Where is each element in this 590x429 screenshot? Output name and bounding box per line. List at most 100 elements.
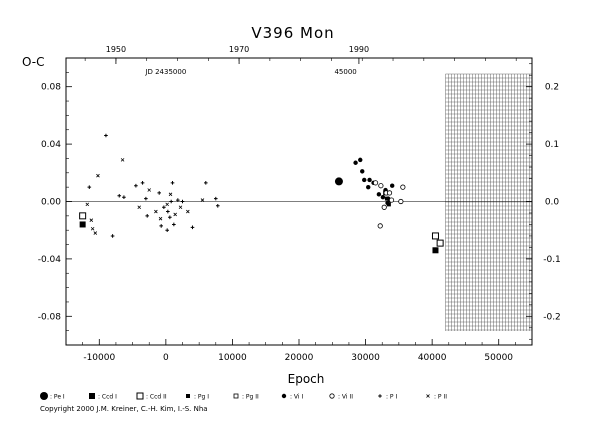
x-axis-label: Epoch (288, 372, 325, 386)
data-point-vi-ii (386, 190, 393, 196)
marker-shape (200, 198, 205, 202)
marker-shape (213, 196, 218, 201)
marker-shape (79, 212, 87, 220)
marker-shape (168, 215, 172, 220)
x-tick-label: -10000 (83, 353, 115, 363)
marker-shape (431, 232, 439, 240)
chart-title: V396 Mon (251, 24, 334, 42)
marker-shape (90, 226, 95, 231)
y-tick-label: -0.04 (38, 255, 62, 265)
marker-shape (134, 183, 138, 188)
data-point-ccd-i (79, 221, 86, 228)
data-point-p-ii (168, 192, 173, 197)
marker-shape (178, 205, 183, 210)
marker-shape (169, 199, 173, 204)
legend-item-vi-ii: : Vi II (329, 393, 353, 401)
marker-shape (173, 212, 177, 217)
x-tick-label: 0 (163, 353, 169, 363)
x-tick-label: 20000 (285, 353, 314, 363)
marker-shape (190, 225, 195, 230)
marker-shape (180, 199, 185, 204)
data-point-p-i (172, 222, 176, 227)
legend-label: : Ccd I (98, 394, 117, 401)
marker-shape (215, 204, 220, 208)
marker-shape (168, 192, 173, 197)
legend-marker (233, 393, 239, 399)
data-point-vi-ii (388, 197, 395, 203)
data-point-vi-ii (372, 180, 379, 186)
data-point-p-i (170, 181, 175, 185)
data-point-p-ii (85, 202, 90, 207)
marker-shape (145, 214, 150, 218)
data-point-vi-ii (378, 183, 384, 189)
marker-shape (377, 223, 383, 229)
marker-shape (137, 205, 142, 210)
data-point-p-ii (154, 209, 158, 214)
marker-shape (385, 200, 390, 206)
data-point-p-i (204, 181, 208, 185)
legend-marker (281, 393, 287, 399)
marker-shape (360, 169, 365, 174)
data-point-p-i (215, 204, 220, 208)
data-point-p-ii (96, 173, 100, 178)
marker-shape (353, 160, 358, 165)
marker-shape (122, 195, 126, 199)
marker-shape (140, 181, 145, 185)
marker-shape (40, 392, 48, 400)
data-point-p-i (157, 191, 161, 195)
data-point-p-ii (178, 205, 183, 210)
copyright-text: Copyright 2000 J.M. Kreiner, C.-H. Kim, … (40, 405, 208, 413)
data-points (79, 133, 444, 254)
data-point-vi-i (366, 184, 371, 190)
legend-marker (426, 394, 430, 398)
data-point-p-i (110, 234, 115, 238)
marker-shape (380, 194, 386, 200)
legend-item-pg-ii: : Pg II (233, 393, 259, 401)
top-year-label: 1970 (229, 45, 249, 54)
marker-shape (79, 221, 86, 228)
legend-item-p-i: : P I (378, 394, 397, 401)
data-point-p-ii (186, 209, 190, 214)
legend-item-pg-i: : Pg I (186, 394, 209, 401)
marker-shape (372, 180, 379, 186)
marker-shape (93, 231, 98, 235)
x-tick-label: 30000 (351, 353, 380, 363)
marker-shape (104, 133, 108, 138)
marker-shape (165, 202, 169, 207)
marker-shape (120, 158, 125, 162)
marker-shape (144, 196, 148, 201)
data-point-p-i (180, 199, 185, 204)
y-tick-label: 0.04 (41, 140, 61, 150)
top-year-label: 1990 (349, 45, 369, 54)
top-year-label: 1950 (106, 45, 126, 54)
marker-shape (165, 228, 169, 232)
marker-shape (176, 198, 180, 202)
data-point-vi-ii (377, 223, 383, 229)
marker-shape (158, 216, 163, 221)
legend-marker (329, 393, 335, 399)
marker-shape (85, 202, 90, 207)
marker-shape (367, 177, 372, 183)
marker-shape (170, 181, 175, 185)
legend-marker (378, 394, 382, 398)
legend-item-ccd-i: : Ccd I (89, 393, 117, 401)
marker-shape (204, 181, 208, 185)
x-tick-label: 50000 (484, 353, 513, 363)
data-point-p-i (117, 193, 122, 198)
right-tick-label: 0.0 (545, 198, 560, 208)
marker-shape (159, 224, 163, 228)
legend-label: : Ccd II (146, 394, 167, 401)
marker-shape (334, 177, 343, 186)
marker-shape (110, 234, 115, 238)
data-point-pe-i (334, 177, 343, 186)
marker-shape (136, 392, 144, 400)
marker-shape (233, 393, 239, 399)
marker-shape (366, 184, 371, 190)
hatch-region (445, 73, 532, 331)
marker-shape (162, 205, 166, 210)
marker-shape (362, 177, 367, 183)
data-point-p-i (140, 181, 145, 185)
data-point-p-i (169, 199, 173, 204)
marker-shape (89, 218, 94, 222)
data-point-p-i (165, 228, 169, 232)
